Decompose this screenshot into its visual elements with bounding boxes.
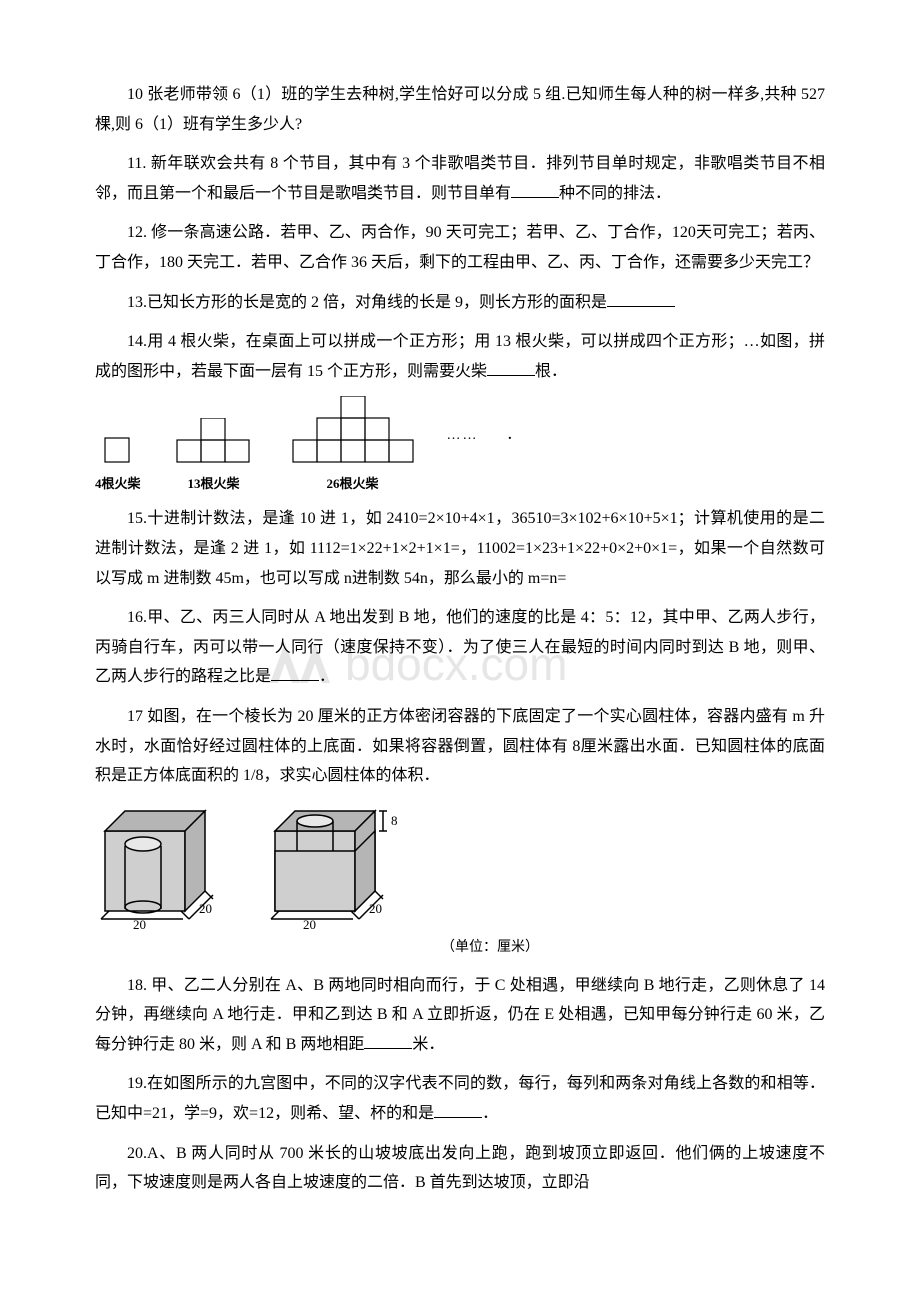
figure-matchsticks: 4根火柴 13根火柴 <box>95 396 825 496</box>
q16-text-b: ． <box>319 668 335 685</box>
q14-text-a: 14.用 4 根火柴，在桌面上可以拼成一个正方形；用 13 根火柴，可以拼成四个… <box>95 333 825 380</box>
q18-text-a: 18. 甲、乙二人分别在 A、B 两地同时相向而行，于 C 处相遇，甲继续向 B… <box>95 977 825 1053</box>
fig-label-3: 26根火柴 <box>327 472 379 496</box>
cube-fig-right: 8 20 20 <box>265 801 415 931</box>
fig-period: ． <box>507 423 523 449</box>
q11-text-a: 11. 新年联欢会共有 8 个节目，其中有 3 个非歌唱类节目．排列节目单时规定… <box>95 155 825 202</box>
matchstick-fig-3 <box>287 396 419 466</box>
question-15: 15.十进制计数法，是逢 10 进 1，如 2410=2×10+4×1，3651… <box>95 504 825 593</box>
fig-label-2: 13根火柴 <box>188 472 240 496</box>
blank-q11 <box>511 180 559 198</box>
cube-left-dim-b: 20 <box>133 917 146 931</box>
question-20: 20.A、B 两人同时从 700 米长的山坡坡底出发向上跑，跑到坡顶立即返回．他… <box>95 1139 825 1198</box>
q18-text-b: 米． <box>412 1036 444 1053</box>
question-13: 13.已知长方形的长是宽的 2 倍，对角线的长是 9，则长方形的面积是 <box>95 288 825 318</box>
question-11: 11. 新年联欢会共有 8 个节目，其中有 3 个非歌唱类节目．排列节目单时规定… <box>95 149 825 208</box>
question-19: 19.在如图所示的九宫图中，不同的汉字代表不同的数，每行，每列和两条对角线上各数… <box>95 1069 825 1128</box>
matchstick-fig-2 <box>169 418 259 466</box>
document-content: 10 张老师带领 6（1）班的学生去种树,学生恰好可以分成 5 组.已知师生每人… <box>95 80 825 1198</box>
matchstick-fig-1 <box>101 418 135 466</box>
blank-q19 <box>434 1100 482 1118</box>
figure-cubes: 20 20 8 <box>95 801 825 931</box>
cube-right-dim-b: 20 <box>303 917 316 931</box>
question-16: 16.甲、乙、丙三人同时从 A 地出发到 B 地，他们的速度的比是 4：5：12… <box>95 603 825 692</box>
cube-caption: （单位：厘米） <box>155 935 825 961</box>
cube-left-dim-r: 20 <box>199 901 212 916</box>
question-17: 17 如图，在一个棱长为 20 厘米的正方体密闭容器的下底固定了一个实心圆柱体，… <box>95 702 825 791</box>
q13-text-a: 13.已知长方形的长是宽的 2 倍，对角线的长是 9，则长方形的面积是 <box>127 294 607 311</box>
cube-right-dim-r: 20 <box>369 901 382 916</box>
blank-q14 <box>487 358 535 376</box>
fig-block-3: 26根火柴 <box>287 396 419 496</box>
fig-block-2: 13根火柴 <box>169 418 259 496</box>
question-14: 14.用 4 根火柴，在桌面上可以拼成一个正方形；用 13 根火柴，可以拼成四个… <box>95 327 825 386</box>
blank-q18 <box>364 1031 412 1049</box>
question-18: 18. 甲、乙二人分别在 A、B 两地同时相向而行，于 C 处相遇，甲继续向 B… <box>95 971 825 1060</box>
cube-right-top-8: 8 <box>391 813 398 828</box>
q16-text-a: 16.甲、乙、丙三人同时从 A 地出发到 B 地，他们的速度的比是 4：5：12… <box>95 609 825 685</box>
blank-q16 <box>271 664 319 682</box>
cube-fig-left: 20 20 <box>95 801 225 931</box>
blank-q13 <box>607 289 675 307</box>
question-12: 12. 修一条高速公路．若甲、乙、丙合作，90 天可完工；若甲、乙、丁合作，12… <box>95 218 825 277</box>
fig-block-1: 4根火柴 <box>95 418 141 496</box>
question-10: 10 张老师带领 6（1）班的学生去种树,学生恰好可以分成 5 组.已知师生每人… <box>95 80 825 139</box>
q19-text-b: ． <box>482 1105 498 1122</box>
fig-label-1: 4根火柴 <box>95 472 141 496</box>
fig-dots: …… <box>447 423 479 449</box>
q14-text-b: 根． <box>535 363 567 380</box>
q11-text-b: 种不同的排法． <box>559 185 671 202</box>
